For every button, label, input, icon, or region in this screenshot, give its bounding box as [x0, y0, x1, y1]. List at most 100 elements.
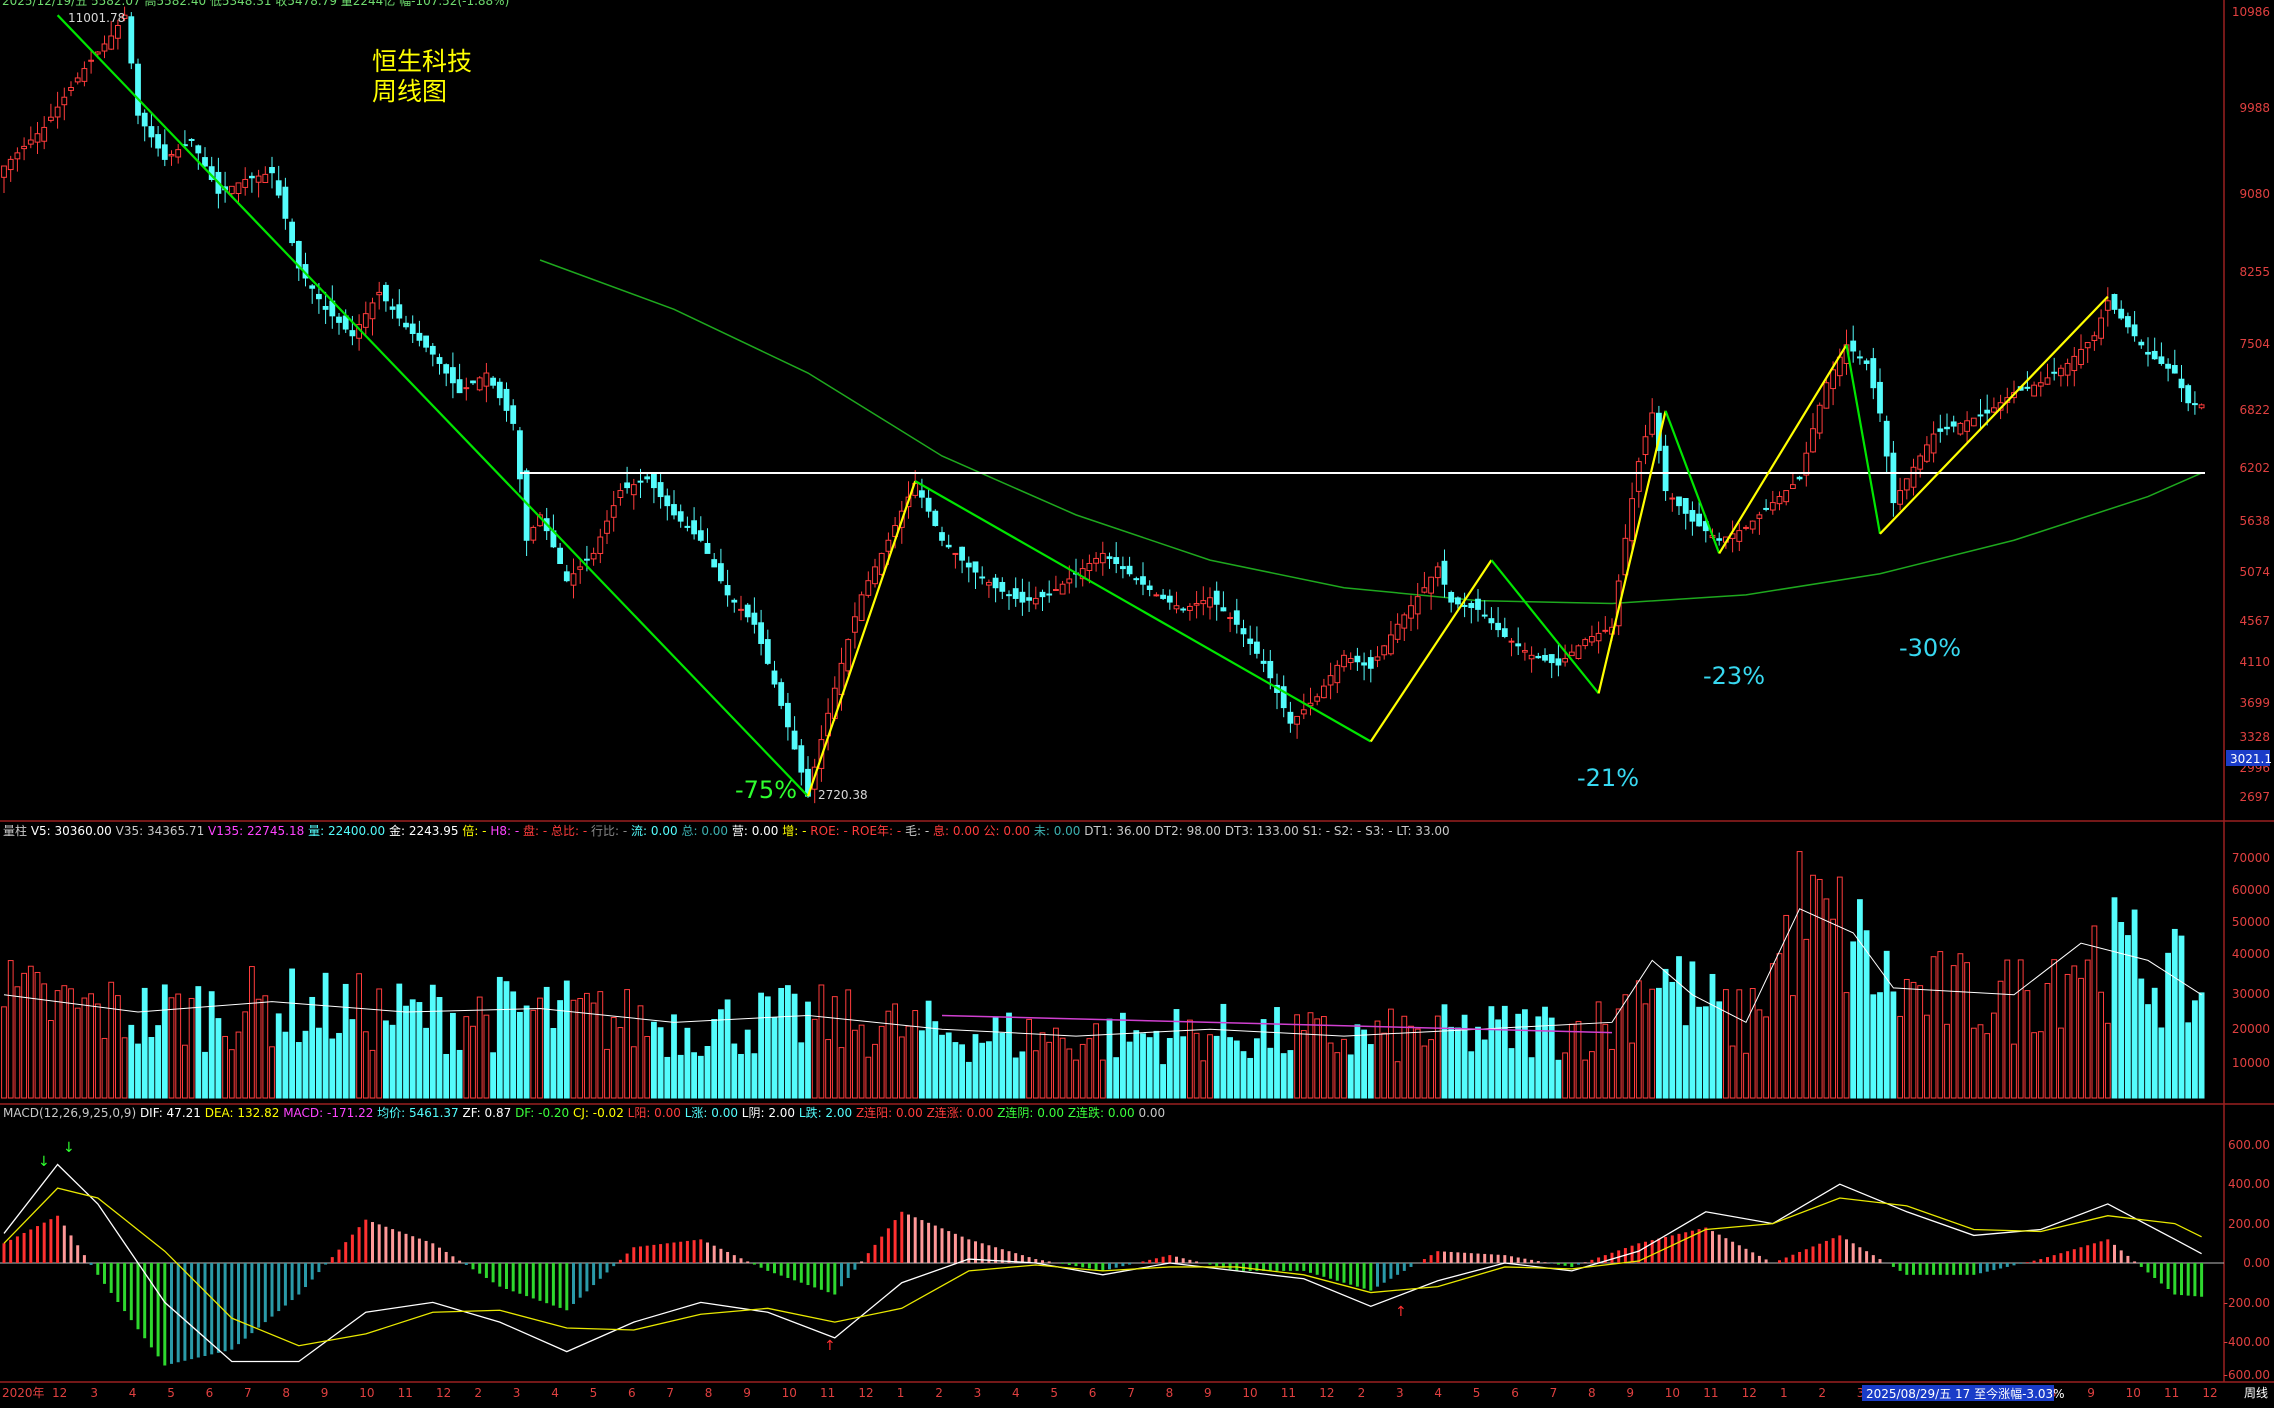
candle-body: [684, 525, 691, 528]
candle-body: [945, 544, 952, 548]
month-tick: 7: [1127, 1386, 1135, 1400]
price-axis: 10986 9988 9080 8255 7504 6822 6202 5638…: [2232, 5, 2270, 804]
candle-body: [88, 59, 94, 62]
pct-drop-23: -23%: [1703, 662, 1765, 690]
volume-bar: [604, 1048, 610, 1099]
candle-body: [228, 185, 235, 195]
volume-bar: [135, 1043, 141, 1099]
candle-body: [1977, 414, 1984, 417]
price-tick: 6202: [2239, 461, 2270, 475]
volume-bar: [2192, 1000, 2198, 1099]
volume-bar: [1120, 1012, 1126, 1099]
candle-body: [1790, 484, 1796, 490]
volume-bar: [1649, 988, 1656, 1099]
candle-body: [624, 482, 631, 489]
candle-body: [1046, 593, 1053, 596]
candle-body: [1126, 565, 1133, 575]
month-tick: 6: [628, 1386, 636, 1400]
volume-bar: [168, 997, 175, 1099]
candle-body: [919, 490, 925, 498]
volume-bar: [1113, 1057, 1120, 1099]
volume-bar: [597, 991, 604, 1099]
month-tick: 1: [897, 1386, 905, 1400]
candle-body: [1240, 628, 1247, 635]
candle-body: [1589, 635, 1595, 643]
volume-bar: [651, 1021, 657, 1099]
volume-bar: [1146, 1037, 1153, 1099]
volume-bar: [1515, 1013, 1522, 1099]
candle-body: [155, 134, 161, 149]
volume-bar: [1327, 1042, 1334, 1099]
volume-bar: [389, 1024, 396, 1099]
candle-body: [74, 77, 81, 83]
candle-body: [1012, 588, 1019, 599]
candle-body: [1763, 507, 1769, 510]
volume-bar: [2071, 965, 2078, 1099]
volume-bar: [1763, 1016, 1769, 1099]
period-button[interactable]: 周线: [2244, 1386, 2268, 1400]
volume-bar: [2165, 952, 2171, 1099]
long-ma-line: [539, 259, 2202, 605]
volume-bar: [1086, 1038, 1093, 1099]
candle-body: [1810, 428, 1816, 453]
candle-body: [1937, 428, 1944, 432]
volume-bar: [2011, 1043, 2017, 1099]
pct-drop-21: -21%: [1577, 764, 1639, 792]
volume-bar: [215, 1018, 222, 1099]
candle-body: [1213, 590, 1220, 605]
candle-body: [383, 284, 389, 302]
volume-bar: [1079, 1043, 1086, 1099]
month-tick: 4: [129, 1386, 137, 1400]
volume-bar: [1535, 1016, 1542, 1099]
volume-bar: [1140, 1033, 1146, 1099]
volume-bar: [718, 1009, 724, 1099]
volume-bar: [1495, 1019, 1501, 1099]
candle-body: [1388, 634, 1394, 655]
volume-ma135-line: [941, 1014, 1613, 1034]
volume-bar: [1783, 914, 1790, 1099]
volume-bar: [356, 973, 363, 1099]
candle-body: [764, 639, 771, 664]
candle-body: [235, 182, 242, 194]
candle-body: [2091, 335, 2098, 341]
volume-bar: [1294, 1014, 1300, 1099]
volume-bar: [1568, 1023, 1575, 1099]
candle-body: [1099, 552, 1106, 564]
volume-bar: [2185, 1022, 2192, 1099]
macd-axis: 600.00 400.00 200.00 0.00 -200.00 -400.0…: [2224, 1138, 2270, 1382]
volume-bar: [878, 1025, 885, 1099]
candle-body: [1528, 654, 1535, 660]
volume-bar: [1260, 1019, 1267, 1099]
volume-bar: [845, 989, 852, 1099]
volume-bar: [610, 1017, 617, 1099]
volume-bar: [1314, 1018, 1321, 1099]
candle-body: [798, 745, 805, 773]
month-tick: 4: [551, 1386, 559, 1400]
volume-bar: [61, 985, 68, 1099]
volume-bar: [644, 1035, 651, 1099]
candle-body: [1200, 600, 1207, 605]
volume-bar: [1066, 1048, 1073, 1099]
candle-body: [2044, 377, 2051, 385]
volume-bar: [778, 987, 785, 1099]
candle-body: [389, 306, 396, 310]
volume-bar: [1126, 1041, 1133, 1099]
candle-body: [724, 585, 731, 596]
candle-body: [925, 497, 932, 512]
volume-bar: [362, 1031, 369, 1099]
volume-bar: [1555, 1059, 1562, 1099]
volume-bar: [2084, 959, 2091, 1099]
candle-body: [1133, 578, 1140, 581]
candle-body: [1595, 632, 1602, 642]
month-tick: 4: [1434, 1386, 1442, 1400]
candle-body: [604, 520, 610, 534]
candle-body: [1749, 520, 1756, 530]
volume-bar: [1019, 1051, 1026, 1099]
volume-bar: [161, 984, 168, 1099]
candle-body: [1434, 566, 1441, 579]
volume-bar: [1816, 878, 1823, 1099]
trend-line: [1597, 410, 1667, 694]
candle-body: [2078, 348, 2084, 366]
volume-bar: [2044, 983, 2051, 1099]
